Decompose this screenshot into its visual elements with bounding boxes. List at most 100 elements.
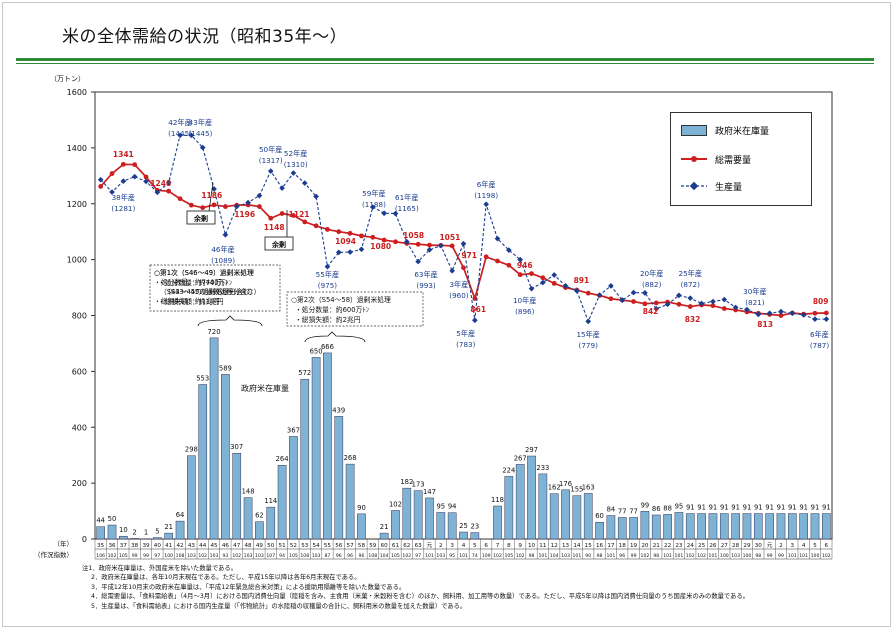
bar-data-label: 176 [559, 480, 572, 488]
legend-demand-label: 総需要量 [715, 155, 752, 166]
demand-annotation: 813 [757, 320, 773, 329]
x-year-label: 56 [335, 543, 343, 549]
bar [107, 524, 117, 540]
bar [311, 357, 321, 540]
production-point [120, 178, 127, 184]
production-point [403, 238, 410, 245]
x-year-label: 22 [664, 543, 671, 549]
callout-box-1-brace [197, 315, 263, 327]
production-point [392, 210, 399, 217]
x-index-label: 98 [755, 553, 761, 559]
demand-point [98, 184, 104, 189]
bar [345, 463, 355, 540]
x-index-label: 99 [778, 553, 784, 559]
bar-data-label: 666 [321, 343, 334, 351]
demand-point [710, 303, 716, 309]
production-annotation: 6年産 [810, 330, 829, 339]
demand-annotation: 1121 [289, 210, 310, 219]
production-annotation-value: (1445) [188, 129, 212, 138]
bar [470, 532, 480, 540]
production-point [619, 297, 626, 303]
demand-annotation: 1248 [150, 179, 171, 188]
demand-point [291, 213, 296, 218]
bar [357, 513, 366, 540]
production-point [358, 246, 365, 253]
x-year-label: 59 [369, 543, 377, 549]
callout-box-1-line: ・処分数量：約740万ﾄﾝ [154, 278, 229, 287]
x-year-label: 55 [324, 543, 332, 549]
demand-point [449, 243, 455, 249]
x-index-label: 97 [415, 553, 421, 559]
production-annotation: 15年産 [576, 330, 600, 339]
production-annotation: 43年産 [189, 118, 213, 127]
x-year-label: 28 [732, 543, 740, 549]
demand-annotation: 1341 [113, 150, 134, 159]
legend-item-demand: 総需要量 [681, 152, 751, 166]
series-line [100, 134, 827, 323]
production-point [698, 300, 705, 307]
x-index-label: 103 [244, 553, 253, 559]
callout-box-1-line: ○第1次（S46～49）過剰米処理 [154, 268, 254, 277]
x-year-label: 24 [687, 543, 695, 549]
bar-data-label: 64 [176, 511, 185, 519]
demand-point [427, 242, 432, 248]
production-annotation-value: (1445) [168, 129, 192, 138]
production-point [551, 272, 558, 278]
bar [787, 513, 797, 540]
x-year-label: 48 [245, 543, 253, 549]
demand-point [778, 313, 784, 318]
bar [821, 513, 831, 540]
surplus-box [186, 210, 216, 225]
x-index-label: 74 [472, 553, 478, 559]
bar-data-label: 23 [471, 523, 480, 531]
x-index-label: 87 [325, 553, 331, 559]
production-annotation: 46年産 [211, 245, 235, 254]
x-index-label: 101 [538, 553, 547, 559]
bar-data-label: 21 [164, 523, 173, 531]
bar [289, 436, 298, 540]
x-year-label: 18 [619, 543, 627, 549]
x-index-label: 96 [359, 553, 365, 559]
bar [617, 517, 627, 540]
legend-item-bar: 政府米在庫量 [681, 123, 769, 137]
callout-box-2-line: ○第2次（S54～58）過剰米処理 [291, 295, 391, 304]
bar-data-label: 298 [185, 446, 198, 454]
x-year-label: 57 [347, 543, 355, 549]
bar [651, 514, 661, 540]
production-annotation: 50年産 [259, 145, 283, 154]
bar-data-label: 114 [264, 497, 277, 505]
bar-data-label: 91 [743, 504, 752, 512]
production-point [517, 256, 524, 263]
bar-data-label: 148 [242, 488, 255, 496]
x-index-label: 95 [449, 553, 455, 559]
bar [119, 535, 128, 540]
production-annotation: 25年産 [679, 269, 703, 278]
x-year-label: 30 [755, 543, 763, 549]
x-index-label: 101 [709, 553, 718, 559]
bar-data-label: 572 [298, 369, 311, 377]
production-annotation: 5年産 [456, 329, 475, 338]
bar-data-label: 90 [357, 504, 366, 512]
x-year-label: 27 [721, 543, 729, 549]
bar [799, 513, 808, 540]
bar-data-label: 77 [618, 507, 627, 515]
production-point [812, 316, 818, 322]
bar [583, 493, 593, 540]
x-year-label: 元 [427, 542, 433, 549]
legend-item-production: 生産量 [681, 179, 742, 193]
bar-data-label: 60 [595, 512, 604, 520]
surplus-arrow [208, 182, 214, 212]
production-point [755, 311, 762, 318]
demand-point [823, 310, 829, 316]
bar-data-label: 102 [389, 501, 402, 509]
production-point [721, 296, 728, 303]
legend-demand-swatch [681, 156, 707, 162]
bar [379, 532, 389, 540]
x-index-label: 96 [619, 553, 625, 559]
bar-data-label: 589 [219, 364, 232, 372]
production-annotation-value: (882) [642, 280, 662, 289]
bar [572, 495, 582, 540]
x-year-label: 47 [233, 543, 241, 549]
x-year-label: 35 [97, 543, 105, 549]
y-tick-label: 1000 [67, 256, 87, 265]
